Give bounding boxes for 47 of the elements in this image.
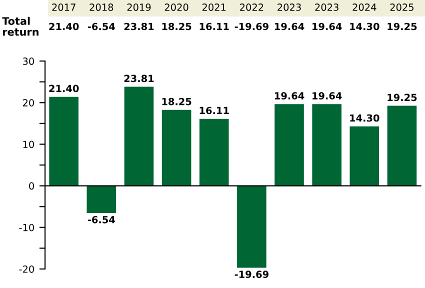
text: 19.64 (312, 92, 342, 100)
bar (86, 186, 116, 214)
y-tick-label: 20 (22, 99, 34, 106)
y-tick-label: 0 (29, 182, 34, 190)
y-tick-label: 30 (23, 58, 34, 65)
bar (124, 86, 154, 186)
text: 23.81 (124, 74, 154, 82)
x-tick-label: 2018 (90, 4, 114, 11)
bar (237, 186, 266, 268)
text: 19.25 (388, 94, 417, 102)
x-tick-label: 2024 (352, 4, 376, 11)
bar (387, 106, 417, 186)
data-label: 21.40 (49, 22, 79, 30)
text: -19.69 (234, 270, 268, 278)
text: 21.40 (49, 84, 79, 92)
x-tick-label: 2025 (390, 4, 414, 11)
data-label: 19.64 (274, 22, 304, 30)
bar (199, 118, 229, 186)
text: -6.54 (88, 216, 115, 224)
bar (312, 104, 342, 186)
data-label: 19.25 (388, 22, 417, 30)
x-tick-label: 2023 (315, 4, 338, 11)
bar (49, 96, 78, 186)
data-label: -19.69 (234, 22, 268, 30)
x-tick-label: 2019 (127, 4, 151, 11)
y-tick-label: -20 (19, 265, 34, 273)
data-label: 14.30 (350, 22, 380, 30)
text: Total return (2, 16, 38, 36)
data-label: 16.11 (200, 22, 229, 30)
data-label: -6.54 (88, 22, 115, 30)
x-tick-label: 2022 (240, 4, 264, 11)
bar (274, 104, 304, 186)
data-label: 23.81 (124, 22, 154, 30)
text: 18.25 (162, 98, 192, 106)
text: 14.30 (350, 114, 380, 122)
x-tick-label: 2023 (278, 4, 301, 11)
x-tick-label: 2020 (164, 4, 188, 11)
data-label: 19.64 (312, 22, 342, 30)
data-label: 18.25 (162, 22, 192, 30)
y-tick-label: -10 (19, 224, 34, 232)
bar (350, 126, 380, 186)
x-tick-label: 2017 (52, 4, 76, 11)
bar (162, 110, 192, 186)
x-tick-label: 2021 (202, 4, 226, 11)
text: 16.11 (200, 106, 229, 114)
text: 19.64 (274, 92, 304, 100)
y-tick-label: 10 (23, 140, 34, 148)
